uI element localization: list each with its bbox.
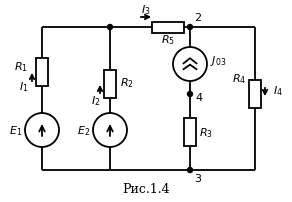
Text: 4: 4 [195,93,202,102]
Bar [36,59,48,87]
Text: 2: 2 [194,13,201,23]
Bar [104,71,116,99]
Text: $J_{03}$: $J_{03}$ [210,54,226,68]
Text: $R_4$: $R_4$ [232,72,246,85]
Text: $I_3$: $I_3$ [141,3,151,17]
Bar [249,81,261,108]
Circle shape [93,114,127,147]
Circle shape [107,25,112,30]
Circle shape [187,168,192,173]
Text: Рис.1.4: Рис.1.4 [122,183,170,196]
Text: $I_1$: $I_1$ [19,80,29,94]
Text: $R_3$: $R_3$ [199,125,213,139]
Circle shape [187,25,192,30]
Circle shape [187,92,192,97]
Text: $R_2$: $R_2$ [120,76,134,89]
Text: $R_5$: $R_5$ [161,33,175,47]
Text: $E_1$: $E_1$ [9,123,22,137]
Circle shape [25,114,59,147]
Bar [152,22,184,33]
Text: $R_1$: $R_1$ [14,60,28,74]
Bar [184,118,196,146]
Text: $I_2$: $I_2$ [91,94,101,107]
Circle shape [173,48,207,82]
Text: $E_2$: $E_2$ [77,123,90,137]
Text: 3: 3 [194,173,201,183]
Text: $I_4$: $I_4$ [273,84,283,97]
